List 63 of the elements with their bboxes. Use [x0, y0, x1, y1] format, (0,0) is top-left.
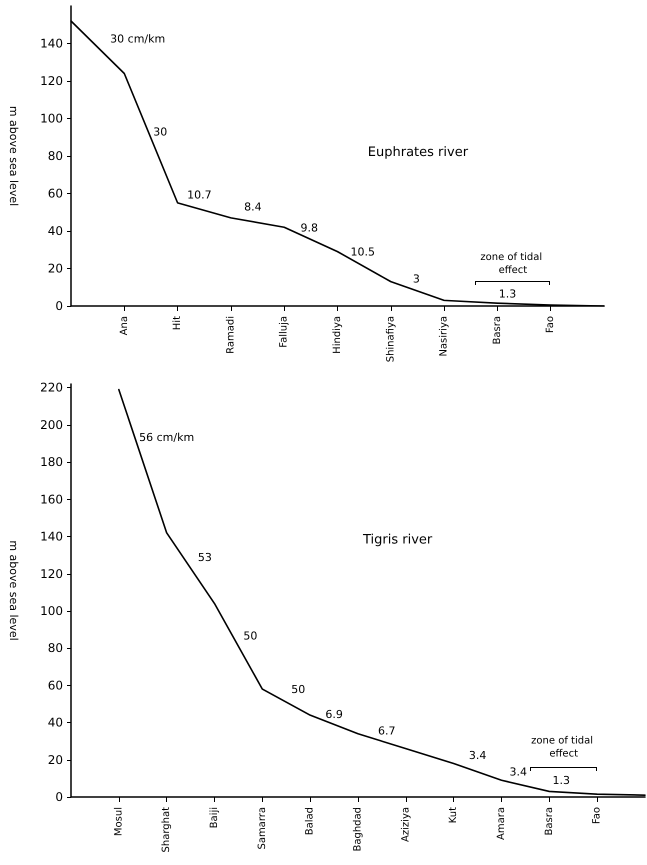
annotation: 30 [153, 126, 168, 138]
x-tick-label: Sharghat [161, 806, 172, 852]
x-tick-label: Falluja [278, 316, 290, 348]
x-tick-label: Hindiya [332, 316, 343, 354]
annotation: 30 cm/km [110, 32, 166, 46]
annotation: 50 [291, 683, 306, 696]
y-tick-label: 20 [48, 752, 63, 767]
x-tick-label: Balad [304, 807, 316, 836]
x-tick-label: Basra [544, 807, 555, 836]
annotation: 10.5 [350, 246, 376, 258]
annotation: zone of tidal effect [480, 252, 546, 276]
annotation: 1.3 [498, 288, 516, 300]
y-tick-label: 120 [40, 566, 63, 581]
x-tick-label: Aziziya [400, 807, 412, 842]
y-tick-label: 100 [40, 604, 63, 618]
annotation: 8.4 [244, 200, 262, 214]
x-tick-label: Amara [496, 807, 507, 840]
y-axis-title: m above sea level [7, 540, 20, 641]
y-tick-label: 40 [48, 224, 63, 238]
annotation: 56 cm/km [139, 431, 194, 444]
y-tick-label: 40 [48, 716, 63, 730]
x-tick-label: Baiji [209, 807, 220, 828]
y-tick-label: 200 [40, 418, 63, 432]
annotation: 1.3 [552, 774, 570, 787]
annotation: 3 [412, 272, 420, 286]
x-tick-label: Ramadi [225, 316, 236, 354]
y-tick-label: 120 [40, 74, 63, 88]
x-tick-label: Shinafiya [385, 316, 396, 362]
text: Euphrates river [368, 145, 469, 160]
y-tick-label: 100 [40, 112, 63, 126]
y-tick-label: 60 [48, 186, 63, 200]
x-tick-label: Basra [492, 316, 503, 344]
x-tick-label: Baghdad [352, 807, 364, 852]
y-tick-label: 0 [55, 299, 63, 313]
annotation: 50 [243, 629, 258, 642]
annotation: 10.7 [187, 188, 212, 202]
y-tick-label: 60 [48, 678, 63, 692]
x-tick-label: Hit [172, 316, 184, 330]
text: Tigris river [362, 532, 433, 548]
y-tick-label: 20 [48, 262, 63, 276]
annotation: 9.8 [300, 222, 318, 234]
y-tick-label: 140 [40, 36, 63, 50]
x-tick-label: Fao [592, 807, 603, 824]
y-axis-title: m above sea level [7, 106, 20, 206]
annotation: 3.4 [509, 766, 527, 779]
annotation: 6.9 [325, 708, 343, 721]
annotation: 6.7 [378, 724, 396, 738]
annotation: zone of tidal effect [531, 735, 596, 760]
y-tick-label: 80 [48, 641, 63, 656]
x-tick-label: Kut [448, 806, 460, 824]
y-tick-label: 0 [55, 790, 63, 804]
x-tick-label: Fao [545, 316, 556, 334]
y-tick-label: 180 [40, 455, 63, 470]
x-tick-label: Nasiriya [438, 316, 450, 357]
x-tick-label: Ana [118, 316, 130, 336]
annotation: 53 [198, 550, 212, 564]
y-tick-label: 160 [40, 492, 63, 506]
x-tick-label: Samarra [256, 807, 268, 850]
y-tick-label: 80 [48, 149, 63, 163]
x-tick-label: Mosul [113, 807, 124, 836]
annotation: 3.4 [468, 749, 486, 762]
y-tick-label: 220 [40, 380, 63, 395]
y-tick-label: 140 [40, 530, 63, 544]
